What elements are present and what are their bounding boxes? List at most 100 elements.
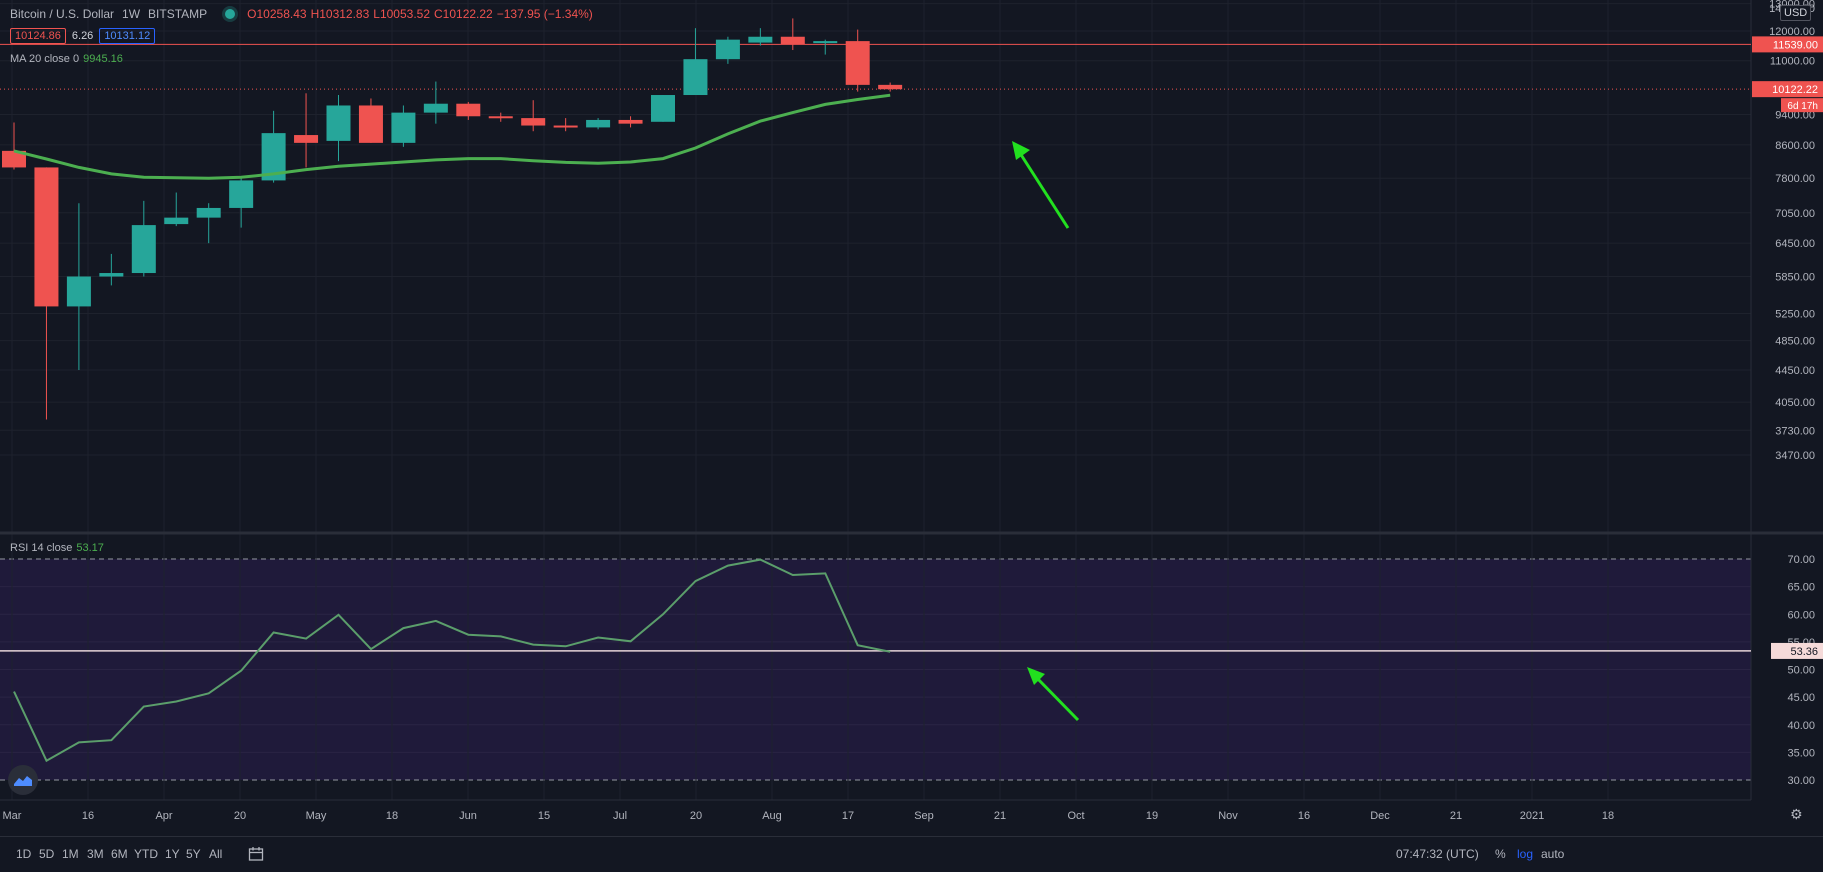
range-1y[interactable]: 1Y: [165, 847, 180, 861]
candle[interactable]: [131, 200, 156, 277]
time-axis-label: Oct: [1067, 810, 1084, 822]
percent-toggle[interactable]: %: [1495, 847, 1506, 861]
candle[interactable]: [813, 39, 838, 55]
chart-canvas[interactable]: 14000.0013000.0012000.0011000.009400.008…: [0, 0, 1823, 836]
symbol-name[interactable]: Bitcoin / U.S. Dollar: [10, 7, 115, 21]
rsi-line: [13, 558, 891, 763]
symbol-header[interactable]: Bitcoin / U.S. Dollar 1W BITSTAMP O10258…: [10, 6, 597, 22]
time-axis-label: Jun: [459, 810, 477, 822]
candle[interactable]: [358, 98, 383, 143]
price-axis-label: 9400.00: [1775, 109, 1815, 121]
price-axis-label: 6450.00: [1775, 238, 1815, 250]
ma-legend-label: MA 20 close 0: [10, 53, 80, 65]
tradingview-logo-icon[interactable]: [8, 765, 38, 795]
candle[interactable]: [683, 28, 708, 96]
price-axis-label: 7050.00: [1775, 208, 1815, 220]
ma-legend[interactable]: MA 20 close 0 9945.16: [10, 53, 123, 65]
time-axis-label: Sep: [914, 810, 934, 822]
date-range-calendar-icon[interactable]: [248, 846, 264, 862]
price-axis-label: 5850.00: [1775, 272, 1815, 284]
candle[interactable]: [196, 203, 221, 244]
time-axis-label: Apr: [155, 810, 172, 822]
time-axis-label: 19: [1146, 810, 1158, 822]
rsi-axis-label: 40.00: [1787, 720, 1815, 732]
log-toggle[interactable]: log: [1517, 847, 1534, 861]
settings-gear-icon[interactable]: ⚙: [1790, 806, 1803, 822]
range-3m[interactable]: 3M: [87, 847, 104, 861]
candle[interactable]: [488, 112, 513, 122]
candle[interactable]: [66, 203, 91, 370]
candle[interactable]: [34, 167, 59, 420]
rsi-axis-label: 30.00: [1787, 775, 1815, 787]
arrow-annotation-rsi[interactable]: [1027, 667, 1080, 722]
candle[interactable]: [164, 192, 189, 227]
bottom-toolbar: 1D 5D 1M 3M 6M YTD 1Y 5Y All 07:47:32 (U…: [0, 836, 1823, 872]
candle[interactable]: [651, 95, 675, 122]
candle[interactable]: [294, 93, 319, 168]
candle[interactable]: [2, 122, 26, 170]
time-axis-label: 21: [994, 810, 1006, 822]
candle[interactable]: [521, 100, 546, 132]
time-axis-label: 15: [538, 810, 550, 822]
time-axis-label: 21: [1450, 810, 1462, 822]
auto-toggle[interactable]: auto: [1541, 847, 1565, 861]
time-axis: Mar 16 Apr 20 May 18 Jun 15 Jul 20 Aug 17 Sep 21 Oct 19…: [3, 810, 1615, 822]
candle[interactable]: [99, 253, 124, 286]
candle[interactable]: [326, 95, 351, 162]
currency-button[interactable]: USD: [1780, 5, 1812, 21]
ma-legend-value: 9945.16: [83, 53, 123, 65]
bar-countdown-label: 6d 17h: [1781, 98, 1823, 113]
interval[interactable]: 1W: [122, 7, 141, 21]
candle[interactable]: [391, 105, 416, 147]
ohlc-low: L10053.52: [373, 7, 431, 21]
time-axis-label: 18: [386, 810, 398, 822]
range-all[interactable]: All: [209, 847, 223, 861]
price-axis-label: 7800.00: [1775, 173, 1815, 185]
range-1d[interactable]: 1D: [16, 847, 32, 861]
rsi-legend[interactable]: RSI 14 close 53.17: [10, 542, 104, 554]
time-axis-label: 2021: [1520, 810, 1544, 822]
range-5d[interactable]: 5D: [39, 847, 55, 861]
time-axis-label: 20: [234, 810, 246, 822]
candle[interactable]: [456, 101, 481, 120]
clock-time[interactable]: 07:47:32 (UTC): [1396, 847, 1479, 861]
price-markers: 11539.00 10122.22 6d 17h 53.36: [1752, 36, 1823, 659]
price-axis-label: 4850.00: [1775, 336, 1815, 348]
price-axis-label: 3730.00: [1775, 425, 1815, 437]
candle[interactable]: [586, 118, 611, 130]
time-axis-label: May: [306, 810, 327, 822]
buy-button[interactable]: 10131.12: [99, 28, 156, 44]
range-6m[interactable]: 6M: [111, 847, 128, 861]
price-axis-label: 4450.00: [1775, 365, 1815, 377]
pane-separators: [0, 0, 1823, 801]
range-ytd[interactable]: YTD: [134, 847, 158, 861]
rsi-axis-label: 65.00: [1787, 582, 1815, 594]
time-axis-label: Aug: [762, 810, 782, 822]
candle[interactable]: [845, 29, 870, 92]
candle[interactable]: [748, 28, 773, 46]
sell-button[interactable]: 10124.86: [10, 28, 66, 44]
candle[interactable]: [878, 82, 903, 92]
range-5y[interactable]: 5Y: [186, 847, 201, 861]
ohlc-open: O10258.43: [247, 7, 307, 21]
exchange: BITSTAMP: [148, 7, 208, 21]
candle[interactable]: [229, 176, 254, 228]
rsi-axis-label: 35.00: [1787, 747, 1815, 759]
spread-value: 6.26: [71, 30, 94, 42]
range-1m[interactable]: 1M: [62, 847, 79, 861]
candle[interactable]: [715, 36, 740, 64]
time-axis-label: 20: [690, 810, 702, 822]
time-axis-label: Jul: [613, 810, 627, 822]
svg-text:11539.00: 11539.00: [1773, 39, 1818, 51]
time-axis-label: 18: [1602, 810, 1614, 822]
price-axis-label: 8600.00: [1775, 140, 1815, 152]
arrow-annotation-price[interactable]: [1012, 141, 1070, 229]
rsi-axis-label: 50.00: [1787, 665, 1815, 677]
candle[interactable]: [618, 116, 643, 128]
candle[interactable]: [423, 81, 448, 124]
candle[interactable]: [780, 18, 805, 51]
ohlc-change: −137.95 (−1.34%): [496, 7, 593, 21]
candle[interactable]: [553, 118, 578, 132]
time-axis-label: 16: [82, 810, 94, 822]
rsi-axis-label: 60.00: [1787, 609, 1815, 621]
